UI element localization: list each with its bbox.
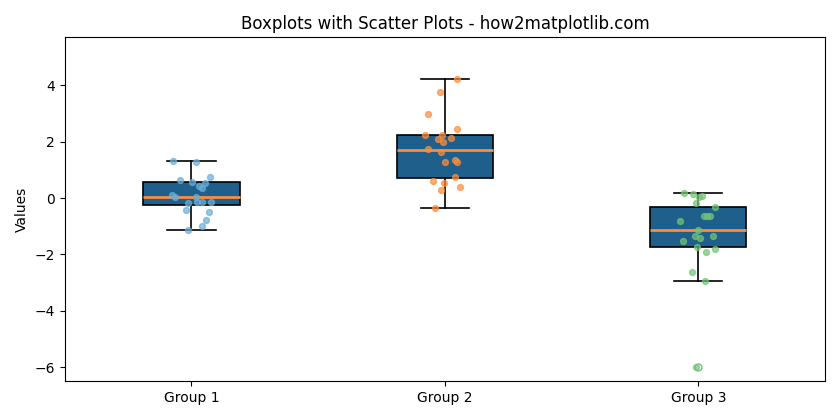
Point — [196, 223, 209, 230]
PathPatch shape — [396, 135, 493, 178]
Point — [192, 183, 206, 189]
Point — [703, 212, 717, 219]
Point — [191, 198, 204, 205]
Point — [433, 89, 447, 95]
Point — [435, 131, 449, 138]
Point — [173, 176, 186, 183]
Point — [438, 159, 452, 165]
Point — [700, 249, 713, 256]
Point — [693, 194, 706, 201]
Point — [691, 226, 705, 233]
Point — [690, 200, 703, 207]
Point — [190, 194, 203, 200]
Point — [196, 198, 209, 205]
Point — [204, 198, 218, 205]
Point — [431, 136, 444, 143]
Point — [678, 190, 691, 197]
Point — [438, 180, 451, 186]
Point — [708, 204, 722, 210]
Point — [165, 192, 179, 199]
Point — [690, 244, 704, 251]
Point — [696, 193, 709, 199]
Title: Boxplots with Scatter Plots - how2matplotlib.com: Boxplots with Scatter Plots - how2matplo… — [240, 15, 649, 33]
Point — [198, 179, 212, 186]
Point — [690, 364, 703, 370]
Point — [435, 186, 449, 193]
Point — [451, 126, 465, 132]
Point — [673, 218, 686, 224]
Point — [697, 213, 711, 219]
Point — [686, 191, 700, 197]
Point — [706, 232, 720, 239]
Point — [450, 76, 464, 82]
Point — [701, 213, 714, 220]
Point — [676, 237, 690, 244]
Y-axis label: Values: Values — [15, 186, 29, 232]
Point — [422, 146, 435, 152]
PathPatch shape — [144, 182, 239, 205]
Point — [186, 178, 199, 185]
Point — [181, 227, 195, 234]
Point — [689, 232, 702, 239]
Point — [166, 158, 180, 165]
Point — [202, 209, 216, 216]
Point — [444, 134, 458, 141]
Point — [698, 278, 711, 284]
Point — [203, 174, 217, 181]
PathPatch shape — [650, 207, 747, 247]
Point — [449, 159, 463, 165]
Point — [448, 174, 461, 181]
Point — [453, 183, 466, 190]
Point — [693, 235, 706, 242]
Point — [436, 139, 449, 145]
Point — [181, 200, 195, 207]
Point — [199, 217, 213, 223]
Point — [169, 194, 182, 200]
Point — [180, 207, 193, 214]
Point — [434, 148, 448, 155]
Point — [426, 177, 439, 184]
Point — [685, 269, 698, 276]
Point — [448, 157, 461, 163]
Point — [428, 205, 441, 211]
Point — [190, 159, 203, 166]
Point — [421, 110, 434, 117]
Point — [418, 131, 432, 138]
Point — [196, 184, 209, 191]
Point — [708, 245, 722, 252]
